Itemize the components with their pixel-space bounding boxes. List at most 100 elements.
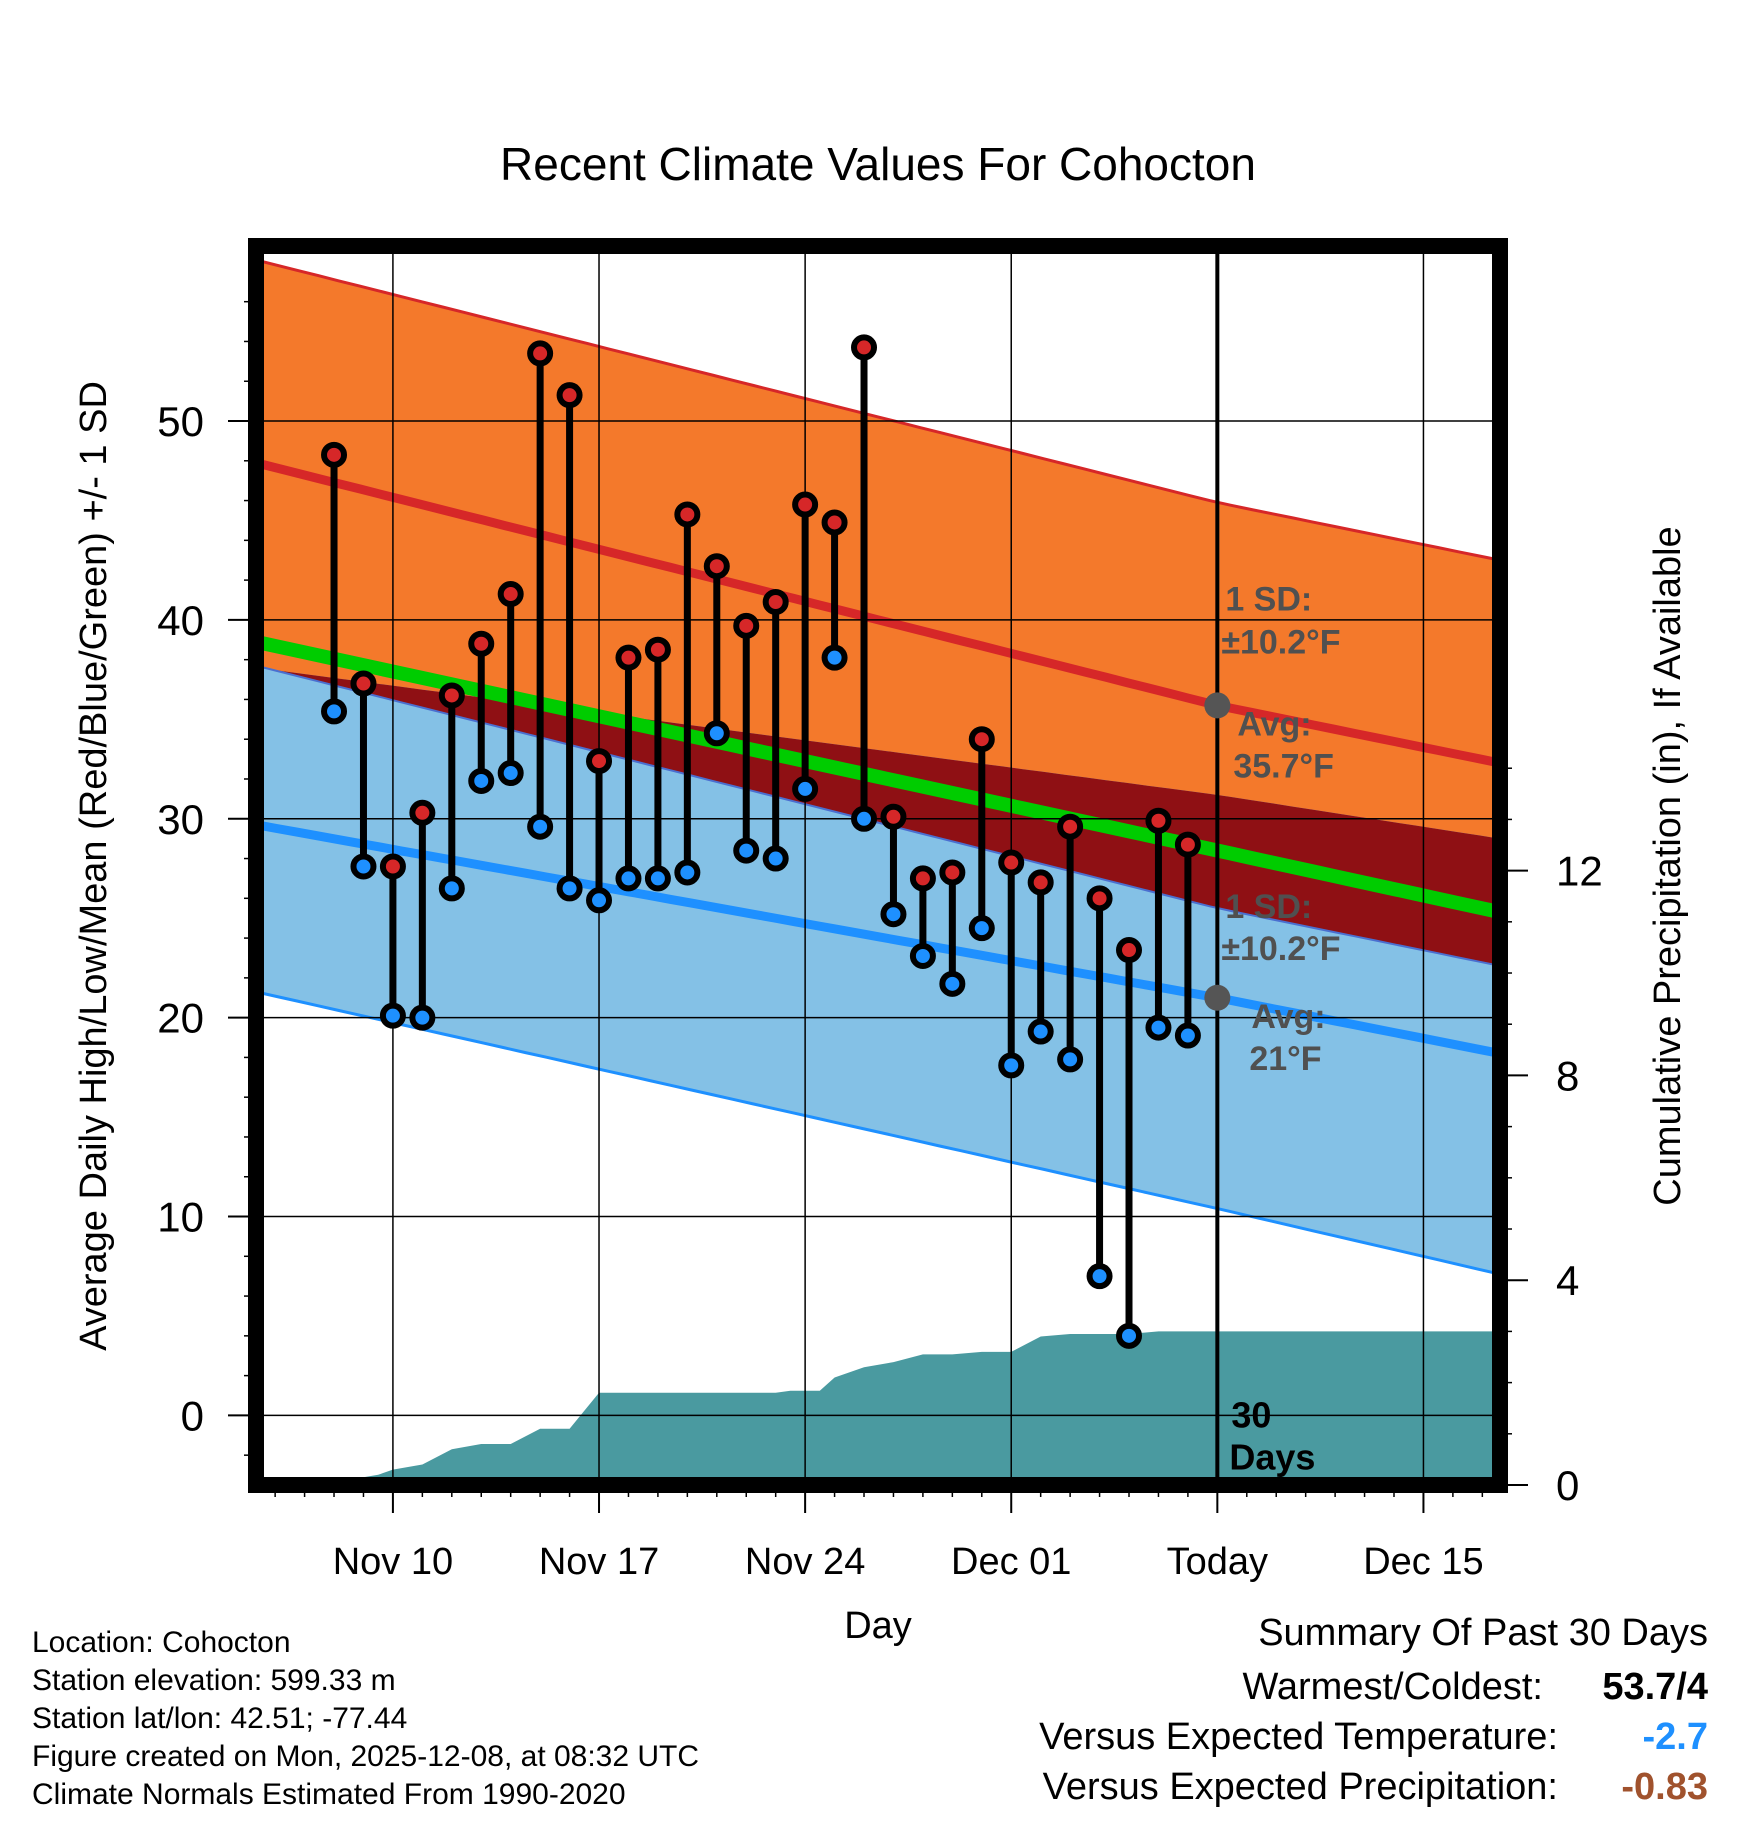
y2-tick-label: 12 — [1556, 848, 1603, 895]
y-tick-label: 50 — [157, 398, 204, 445]
low-point — [615, 865, 642, 892]
plot-frame — [248, 238, 1508, 1493]
high-point — [939, 859, 966, 886]
high-point — [497, 581, 524, 608]
high-point — [674, 501, 701, 528]
y-axis-label: Average Daily High/Low/Mean (Red/Blue/Gr… — [73, 381, 115, 1351]
high-point — [1145, 807, 1172, 834]
x-tick-label: Dec 01 — [951, 1541, 1071, 1583]
y-tick-label: 10 — [157, 1194, 204, 1241]
low-point — [792, 775, 819, 802]
low-avg-label-1: Avg: — [1251, 998, 1325, 1036]
low-point — [644, 865, 671, 892]
x-tick-label: Nov 24 — [745, 1541, 865, 1583]
high-point — [733, 612, 760, 639]
high-avg-label-1: Avg: — [1237, 705, 1311, 743]
low-sd-label-1: 1 SD: — [1225, 888, 1312, 926]
high-point — [998, 849, 1025, 876]
low-point — [762, 845, 789, 872]
low-point — [880, 901, 907, 928]
info-elevation: Station elevation: 599.33 m — [32, 1664, 396, 1697]
low-point — [1116, 1322, 1143, 1349]
high-point — [968, 726, 995, 753]
station-info: Location: Cohocton Station elevation: 59… — [32, 1624, 699, 1814]
high-avg-label-2: 35.7°F — [1233, 747, 1334, 785]
low-point — [733, 837, 760, 864]
high-point — [821, 509, 848, 536]
y-tick-label: 20 — [157, 995, 204, 1042]
low-point — [409, 1004, 436, 1031]
x-tick-label: Today — [1167, 1541, 1268, 1583]
high-point — [880, 803, 907, 830]
days-label-2: Days — [1229, 1436, 1315, 1477]
high-point — [1116, 937, 1143, 964]
high-point — [468, 630, 495, 657]
low-point — [968, 915, 995, 942]
high-point — [762, 588, 789, 615]
chart-title: Recent Climate Values For Cohocton — [500, 138, 1256, 190]
high-upper-line — [256, 258, 1500, 562]
summary-warmest-label: Warmest/Coldest: — [1242, 1666, 1543, 1708]
high-point — [321, 441, 348, 468]
low-point — [438, 875, 465, 902]
y-tick-label: 0 — [181, 1392, 204, 1439]
high-sd-label-2: ±10.2°F — [1221, 623, 1340, 661]
low-point — [1027, 1018, 1054, 1045]
low-lower-line — [256, 990, 1500, 1276]
low-point — [1057, 1046, 1084, 1073]
summary-precip-label: Versus Expected Precipitation: — [1042, 1766, 1558, 1808]
low-normal-line — [256, 820, 1500, 1058]
y2-tick-label: 0 — [1556, 1462, 1579, 1509]
high-point — [1086, 885, 1113, 912]
low-point — [703, 720, 730, 747]
low-point — [674, 859, 701, 886]
summary-precip-value: -0.83 — [1621, 1766, 1708, 1808]
summary-temp-label: Versus Expected Temperature: — [1039, 1716, 1558, 1758]
precip-area — [256, 1331, 1500, 1485]
info-normals: Climate Normals Estimated From 1990-2020 — [32, 1778, 626, 1811]
high-point — [379, 853, 406, 880]
high-point — [1057, 813, 1084, 840]
high-point — [1174, 831, 1201, 858]
low-sd-label-2: ±10.2°F — [1221, 930, 1340, 968]
x-axis-label: Day — [844, 1605, 912, 1647]
y-tick-label: 30 — [157, 796, 204, 843]
low-point — [556, 875, 583, 902]
high-avg-marker — [1204, 692, 1231, 719]
high-point — [350, 670, 377, 697]
high-point — [909, 865, 936, 892]
x-tick-label: Dec 15 — [1363, 1541, 1483, 1583]
mean-normal-line — [256, 634, 1500, 920]
low-point — [527, 813, 554, 840]
high-point — [615, 644, 642, 671]
high-point — [1027, 869, 1054, 896]
high-point — [438, 682, 465, 709]
high-point — [792, 491, 819, 518]
summary-title: Summary Of Past 30 Days — [1258, 1612, 1708, 1654]
low-point — [909, 942, 936, 969]
high-sd-label-1: 1 SD: — [1225, 580, 1312, 618]
summary-warmest-value: 53.7/4 — [1602, 1666, 1708, 1708]
info-location: Location: Cohocton — [32, 1626, 291, 1659]
y2-tick-label: 8 — [1556, 1052, 1579, 1099]
low-point — [350, 853, 377, 880]
low-point — [821, 644, 848, 671]
x-tick-label: Nov 10 — [333, 1541, 453, 1583]
low-avg-marker — [1204, 984, 1231, 1011]
low-upper-edge-line — [256, 664, 1500, 967]
low-point — [497, 760, 524, 787]
info-latlon: Station lat/lon: 42.51; -77.44 — [32, 1702, 408, 1735]
low-point — [998, 1052, 1025, 1079]
days-label-1: 30 — [1231, 1394, 1271, 1435]
high-point — [644, 636, 671, 663]
y-tick-label: 40 — [157, 597, 204, 644]
high-point — [851, 334, 878, 361]
low-point — [1086, 1263, 1113, 1290]
low-point — [379, 1002, 406, 1029]
y2-tick-label: 4 — [1556, 1257, 1579, 1304]
high-point — [703, 553, 730, 580]
low-point — [468, 767, 495, 794]
info-created: Figure created on Mon, 2025-12-08, at 08… — [32, 1740, 700, 1773]
summary-temp-value: -2.7 — [1642, 1716, 1708, 1758]
